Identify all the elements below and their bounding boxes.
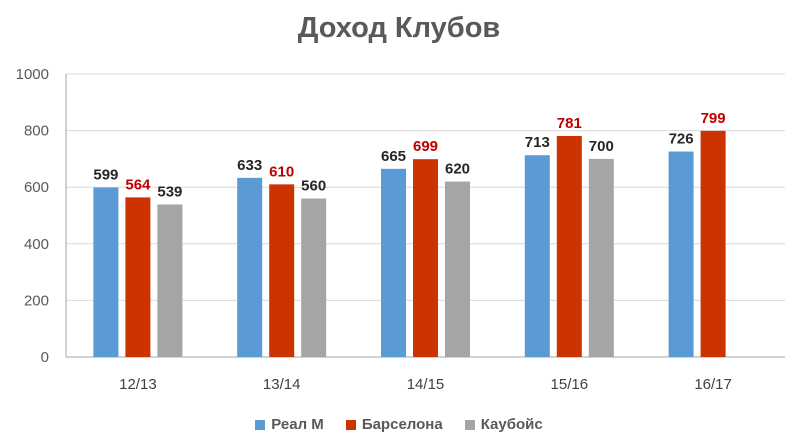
bar-chart: 0 200 400 600 800 1000 599 564 539 12/13 633 610 560… — [16, 66, 785, 393]
x-tick-label: 12/13 — [119, 376, 157, 393]
legend-swatch — [464, 419, 475, 430]
chart-title: Доход Клубов — [297, 12, 501, 44]
y-tick-label: 0 — [41, 349, 49, 366]
legend-item: Реал М — [255, 416, 324, 433]
bar — [556, 135, 582, 357]
bar — [588, 158, 614, 357]
x-tick-label: 14/15 — [407, 376, 445, 393]
y-tick-label: 400 — [24, 236, 49, 253]
y-tick-label: 200 — [24, 292, 49, 309]
data-label: 564 — [125, 176, 151, 193]
data-label: 665 — [381, 148, 406, 165]
x-tick-label: 16/17 — [694, 376, 732, 393]
legend-label: Каубойс — [480, 416, 543, 433]
data-label: 560 — [301, 178, 326, 195]
data-label: 539 — [157, 183, 182, 200]
x-tick-label: 15/16 — [551, 376, 589, 393]
bar — [269, 184, 295, 357]
data-label: 620 — [445, 161, 470, 178]
data-label: 799 — [701, 110, 726, 127]
chart-legend: Реал М Барселона Каубойс — [0, 416, 798, 433]
bar — [524, 155, 550, 357]
data-label: 726 — [669, 131, 694, 148]
data-label: 610 — [269, 163, 294, 180]
data-label: 700 — [589, 138, 614, 155]
legend-swatch — [345, 419, 356, 430]
legend-swatch — [255, 419, 266, 430]
bar — [93, 187, 119, 357]
bar — [237, 177, 263, 357]
data-label: 699 — [413, 138, 438, 155]
data-label: 781 — [557, 115, 582, 132]
legend-item: Каубойс — [464, 416, 543, 433]
bar — [668, 151, 694, 357]
bar — [125, 197, 151, 357]
legend-item: Барселона — [345, 416, 443, 433]
data-label: 599 — [93, 166, 118, 183]
y-tick-label: 1000 — [16, 66, 49, 83]
y-tick-label: 600 — [24, 179, 49, 196]
bar — [445, 181, 470, 357]
data-label: 713 — [525, 134, 550, 151]
legend-label: Барселона — [361, 416, 443, 433]
y-tick-label: 800 — [24, 123, 49, 140]
data-label: 633 — [237, 157, 262, 174]
legend-label: Реал М — [271, 416, 324, 433]
bar — [700, 130, 726, 357]
bar — [381, 168, 406, 357]
bar — [157, 204, 183, 357]
bar — [413, 159, 438, 357]
x-tick-label: 13/14 — [263, 376, 301, 393]
bar — [301, 198, 327, 357]
